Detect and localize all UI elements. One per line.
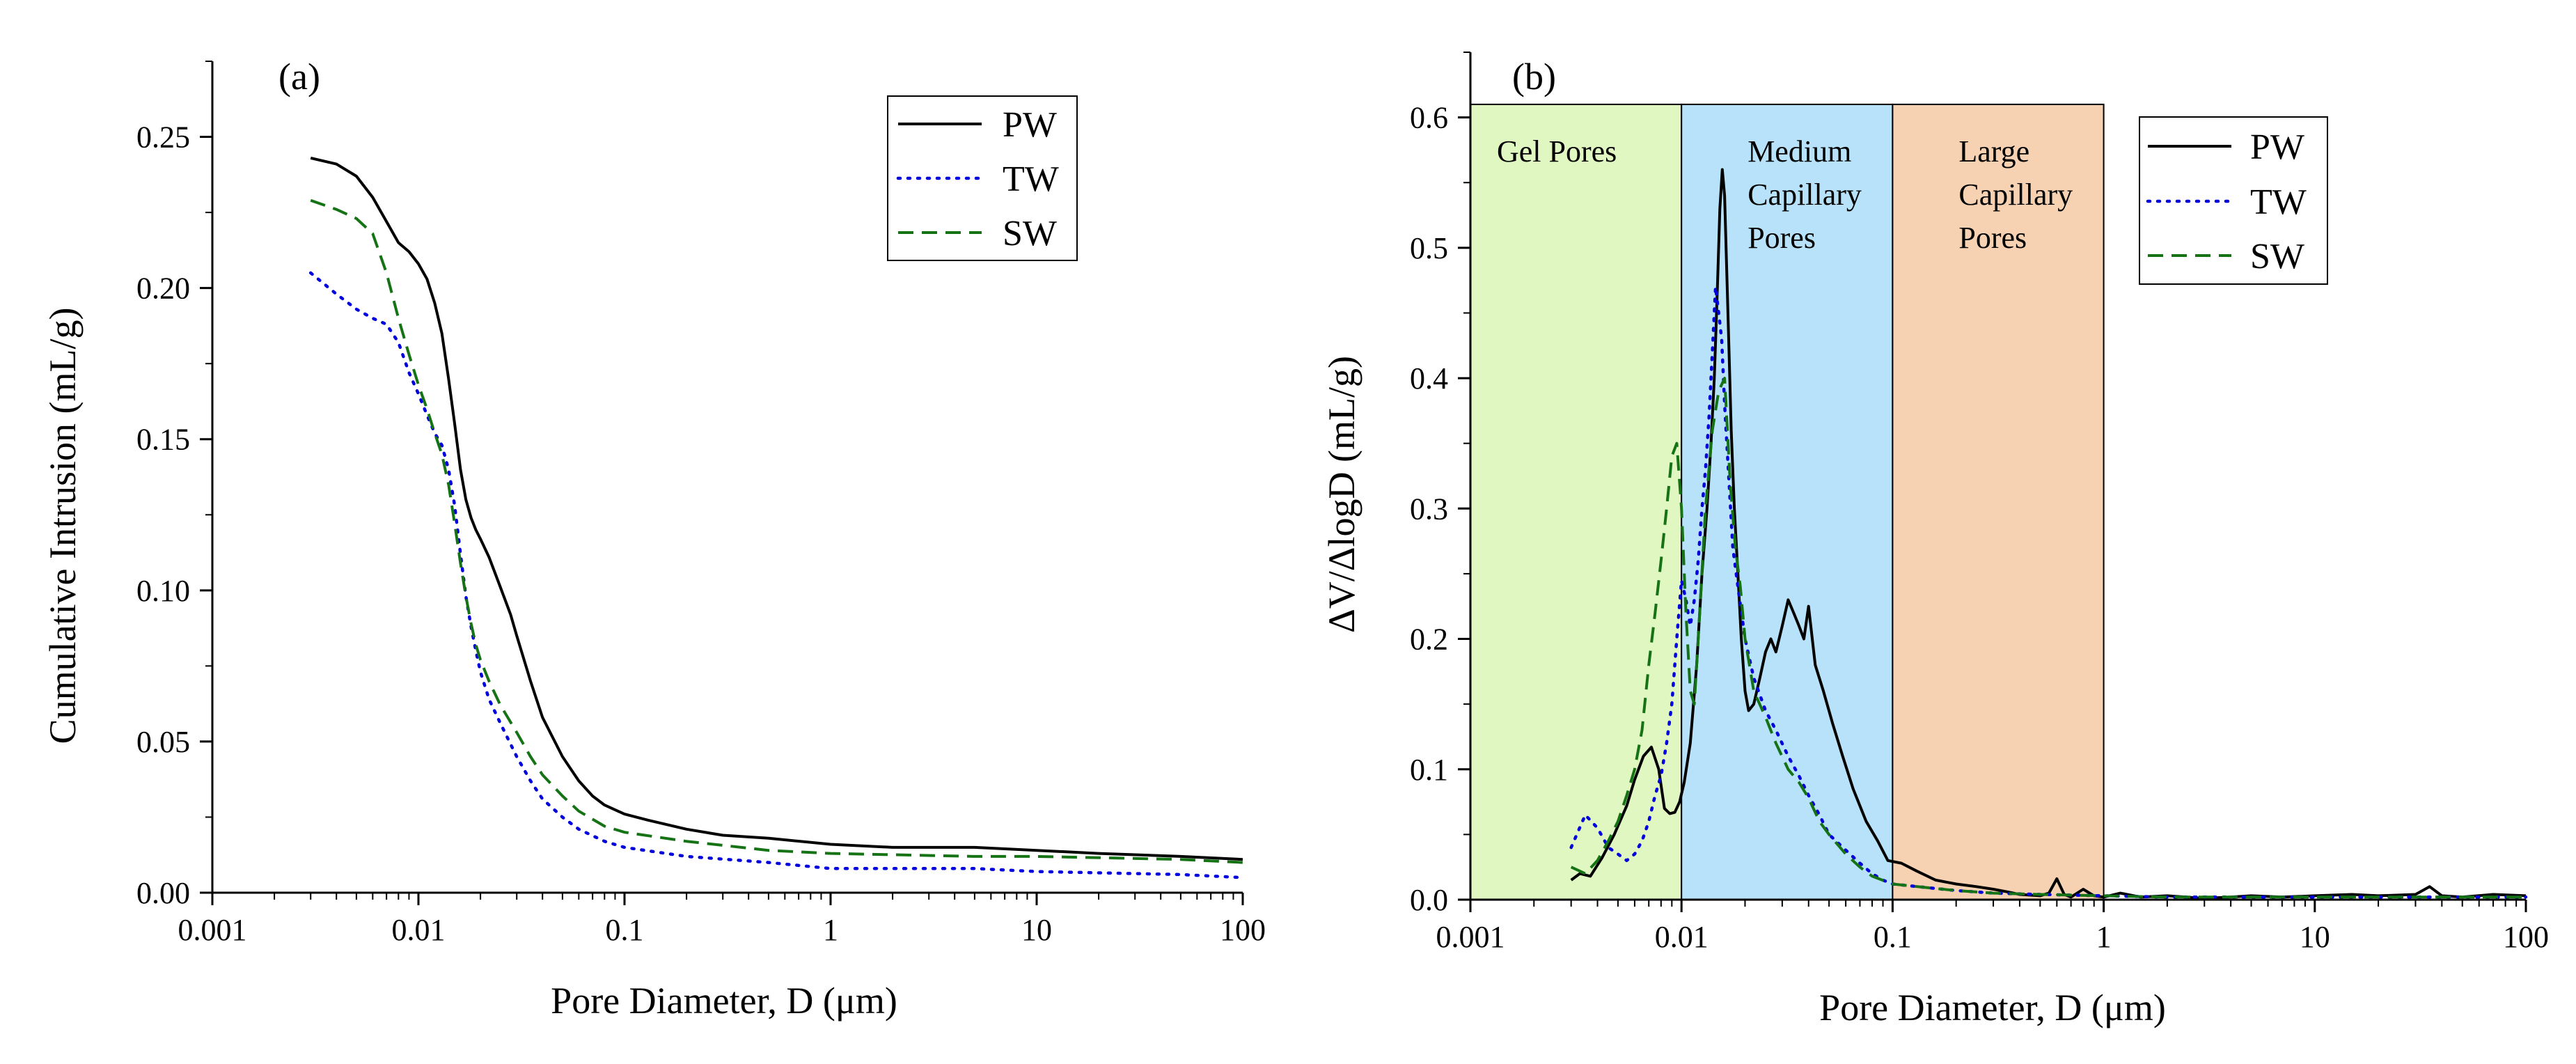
region-large-label-line-2: Capillary: [1958, 178, 2073, 212]
region-large-pores: [1892, 103, 2105, 900]
region-large-label-line-1: Large: [1958, 134, 2029, 169]
panel-b-x-tick-label: 0.01: [1655, 920, 1709, 954]
panel-b-y-tick-label: 0.4: [1410, 361, 1448, 396]
panel-b-x-tick-label: 0.1: [1874, 920, 1912, 954]
panel-b-x-tick-label: 1: [2096, 920, 2112, 954]
panel-a-y-tick-label: 0.20: [136, 272, 190, 306]
panel-b-y-tick-label: 0.0: [1410, 883, 1448, 917]
panel-b: Gel Pores Medium Capillary Pores Large Capill…: [1321, 52, 2549, 1028]
panel-a: 0.001 0.01 0.1 1 10 100 0.00 0.05 0.10 0.15 0.20 0.…: [42, 56, 1266, 1022]
panel-a-x-tick-label: 0.001: [178, 913, 247, 947]
panel-a-y-tick-label: 0.00: [136, 876, 190, 910]
panel-a-x-tick-label: 10: [1021, 913, 1052, 947]
panel-b-legend-label-tw: TW: [2250, 182, 2307, 222]
panel-a-legend: PW TW SW: [887, 95, 1078, 261]
panel-b-axes: 0.001 0.01 0.1 1 10 100 0.0 0.1 0.2 0.3 0.4 0.5 0.6: [1410, 52, 2549, 954]
panel-b-regions: Gel Pores Medium Capillary Pores Large Capill…: [1470, 103, 2105, 900]
panel-a-y-tick-label: 0.15: [136, 423, 190, 457]
panel-b-y-tick-label: 0.1: [1410, 753, 1448, 787]
region-gel-label-line-1: Gel Pores: [1497, 134, 1617, 169]
panel-a-x-tick-label: 1: [823, 913, 838, 947]
panel-b-x-tick-label: 0.001: [1436, 920, 1505, 954]
panel-b-y-tick-label: 0.6: [1410, 101, 1448, 135]
panel-a-series-group: [308, 156, 1245, 879]
panel-a-x-tick-label: 0.01: [392, 913, 446, 947]
panel-a-legend-label-pw: PW: [1003, 105, 1057, 145]
panel-b-label: (b): [1512, 56, 1556, 97]
panel-b-y-tick-label: 0.3: [1410, 492, 1448, 526]
panel-a-series-tw-line: [308, 271, 1245, 879]
panel-b-legend: PW TW SW: [2139, 116, 2328, 285]
panel-a-y-tick-label: 0.05: [136, 725, 190, 759]
region-medium-label-line-1: Medium: [1748, 134, 1851, 169]
panel-a-x-axis-title: Pore Diameter, D (μm): [551, 980, 897, 1022]
panel-b-legend-label-sw: SW: [2250, 237, 2304, 276]
panel-a-x-tick-label: 0.1: [606, 913, 644, 947]
panel-b-series-sw-line: [1570, 377, 2526, 899]
panel-a-series-pw-line: [310, 156, 1243, 861]
panel-a-y-tick-label: 0.10: [136, 574, 190, 608]
region-medium-label-line-3: Pores: [1748, 221, 1816, 255]
region-medium-label-line-2: Capillary: [1748, 178, 1862, 212]
panel-b-y-tick-label: 0.2: [1410, 623, 1448, 657]
panel-b-x-tick-label: 100: [2503, 920, 2549, 954]
region-gel-pores: [1470, 103, 1683, 900]
panel-b-legend-label-pw: PW: [2250, 127, 2304, 167]
panel-b-x-axis-title: Pore Diameter, D (μm): [1819, 987, 2166, 1028]
panel-a-axes: 0.001 0.01 0.1 1 10 100 0.00 0.05 0.10 0.15 0.20 0.…: [136, 61, 1266, 947]
panel-a-legend-label-tw: TW: [1003, 159, 1059, 199]
panel-b-series-group: [1569, 168, 2528, 900]
panel-a-y-axis-title: Cumulative Intrusion (mL/g): [42, 308, 84, 744]
panel-a-x-tick-label: 100: [1220, 913, 1266, 947]
panel-a-y-tick-label: 0.25: [136, 120, 190, 155]
panel-b-x-tick-label: 10: [2300, 920, 2330, 954]
panel-b-y-tick-label: 0.5: [1410, 231, 1448, 265]
panel-a-series-sw-line: [310, 198, 1243, 864]
panel-a-label: (a): [278, 56, 320, 97]
panel-a-legend-label-sw: SW: [1003, 214, 1057, 253]
region-large-label-line-3: Pores: [1958, 221, 2027, 255]
panel-b-y-axis-title: ΔV/ΔlogD (mL/g): [1321, 356, 1362, 633]
